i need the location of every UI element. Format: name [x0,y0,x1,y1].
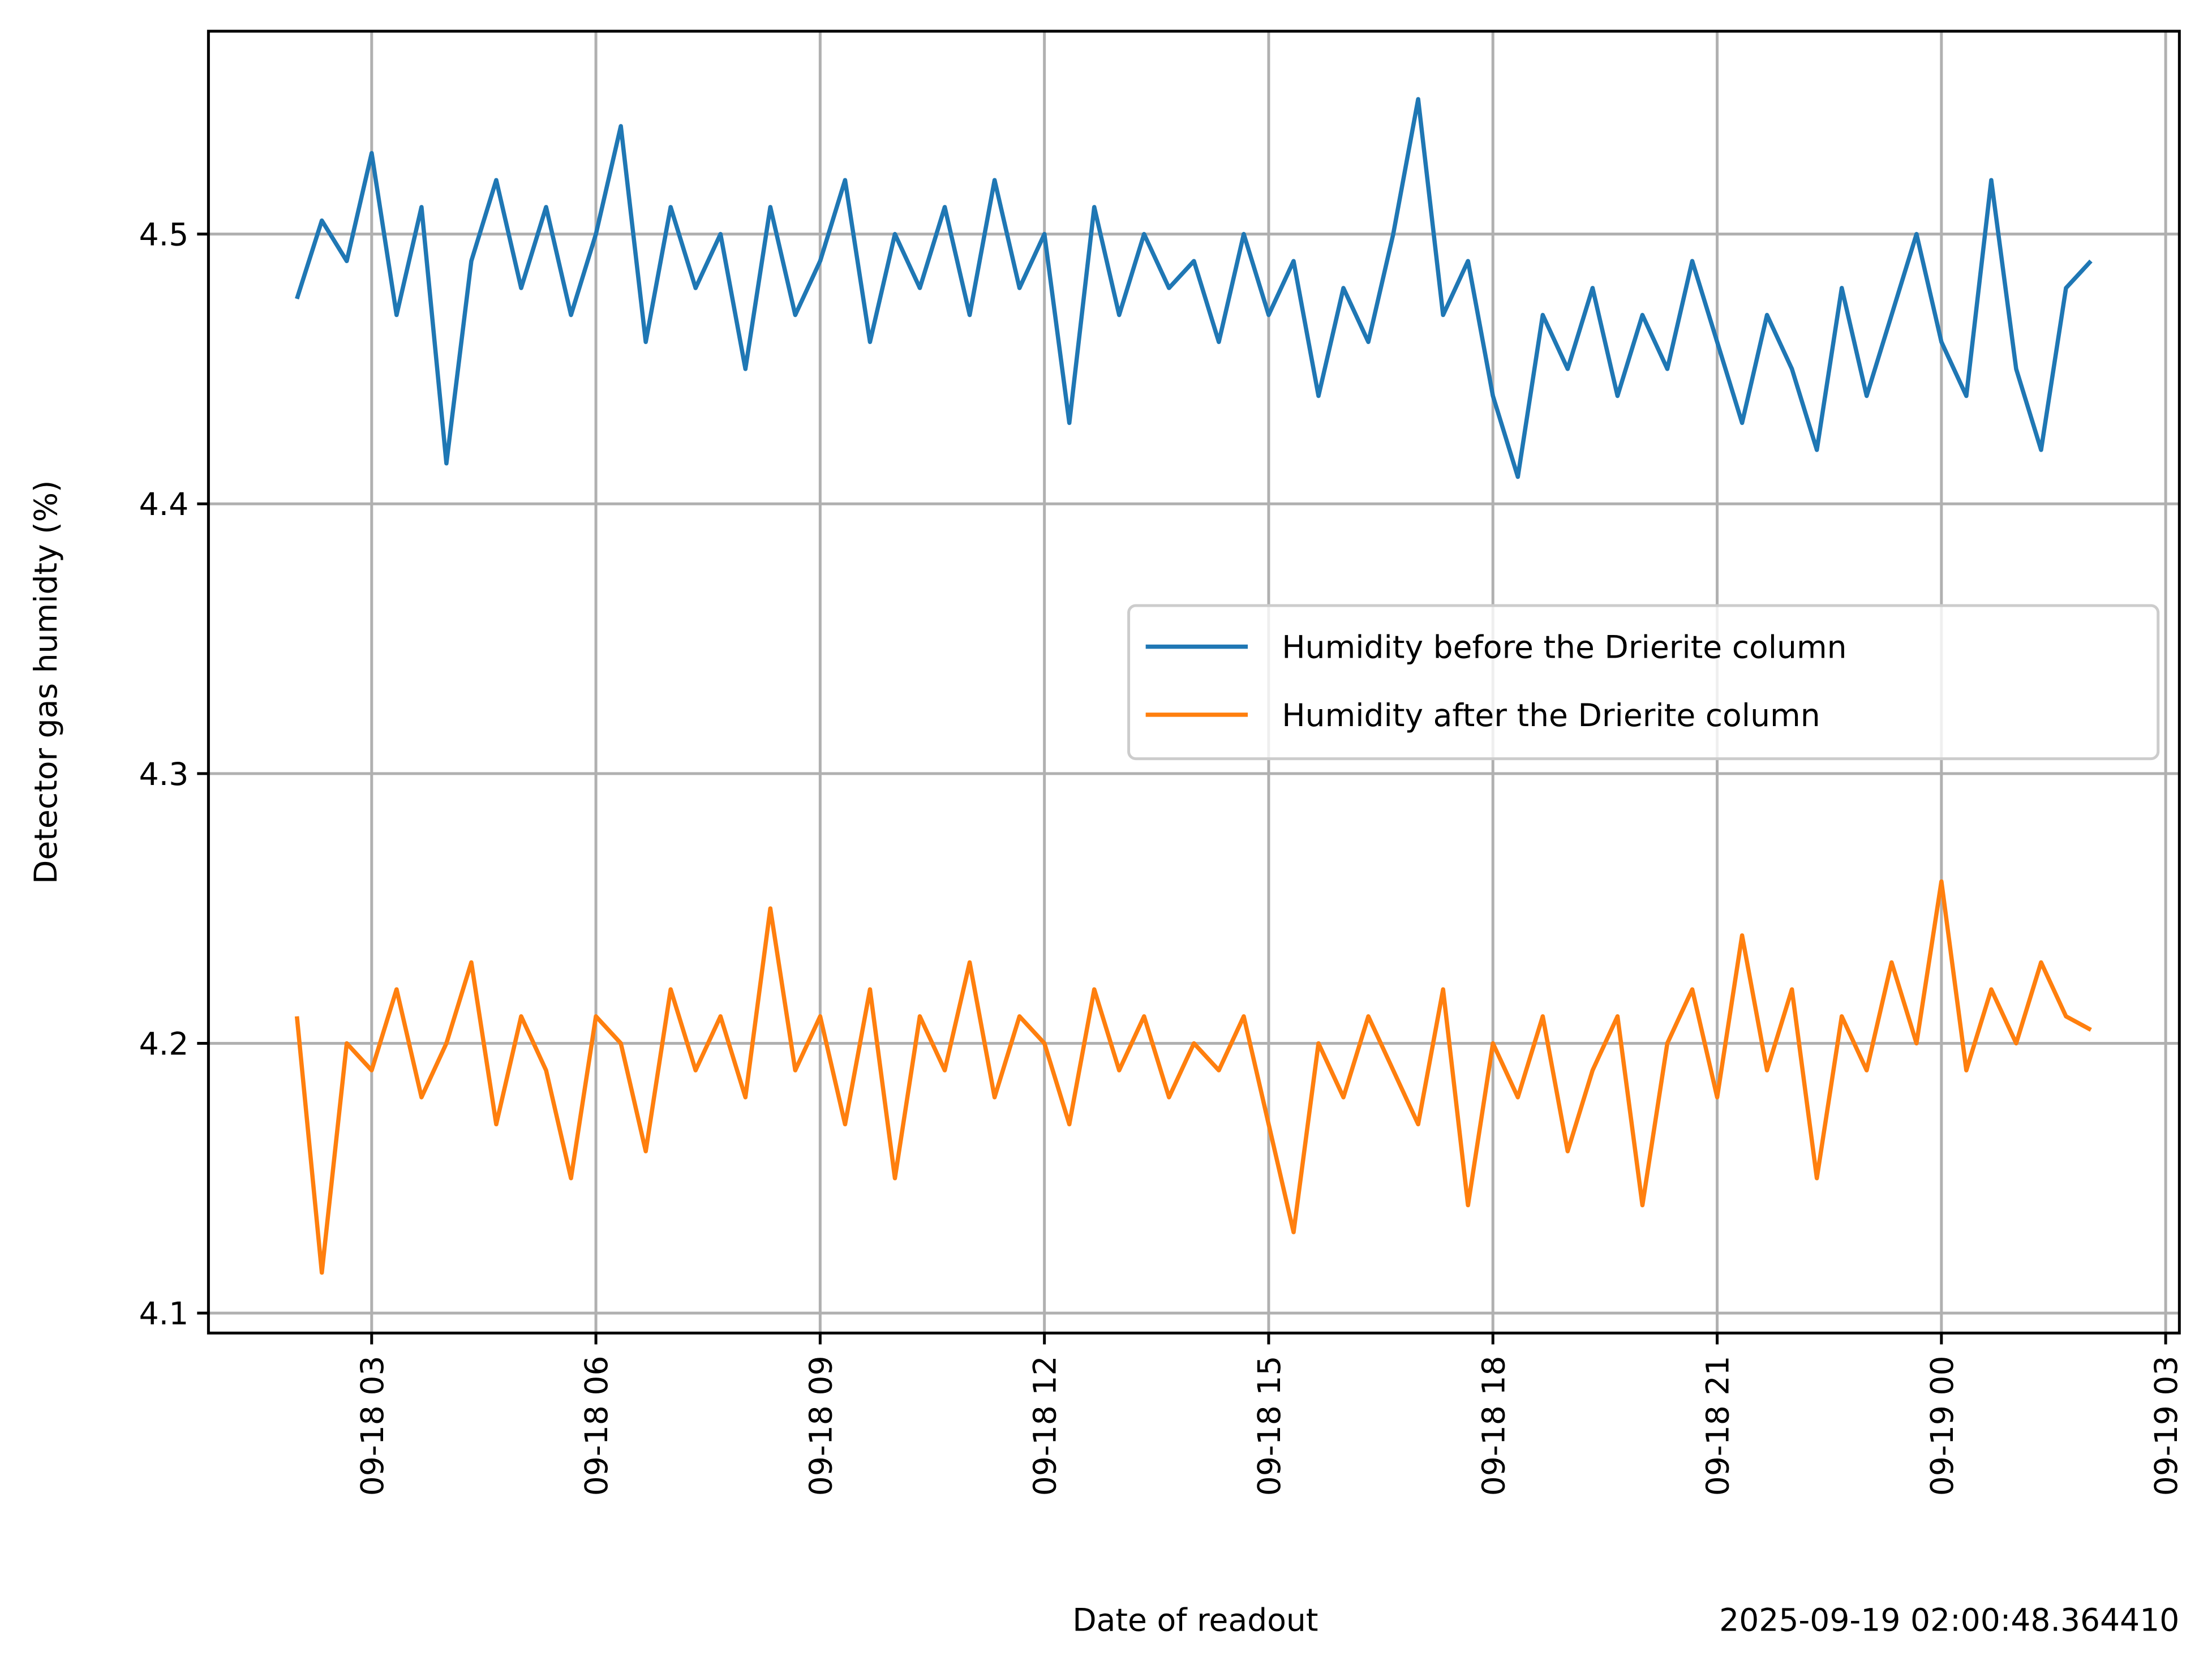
x-tick-label: 09-19 00 [1924,1355,1960,1496]
legend-label: Humidity before the Drierite column [1282,629,1846,666]
y-tick-label: 4.3 [139,756,189,792]
plot-frame [207,29,2181,1335]
y-tick-label: 4.5 [139,217,189,253]
data-line [295,97,2093,479]
y-axis-label: Detector gas humidty (%) [28,480,64,884]
x-tick-label: 09-18 06 [578,1355,615,1496]
y-tick-label: 4.1 [139,1295,189,1332]
legend-label: Humidity after the Drierite column [1282,697,1820,733]
y-tick-label: 4.4 [139,486,189,522]
x-tick-label: 09-19 03 [2148,1355,2184,1496]
data-line [294,879,2092,1275]
x-tick-label: 09-18 15 [1251,1355,1287,1496]
legend: Humidity before the Drierite column Humid… [1127,604,2160,761]
x-axis-label: Date of readout [1072,1602,1318,1638]
x-tick-label: 09-18 09 [802,1355,839,1496]
y-tick-label: 4.2 [139,1026,189,1062]
annotation: 2025-09-19 02:00:48.364410 [1719,1602,2179,1638]
x-tick-label: 09-18 03 [354,1355,390,1496]
x-tick-label: 09-18 12 [1027,1355,1063,1496]
legend-box [1127,604,2160,761]
x-tick-label: 09-18 18 [1475,1355,1511,1496]
x-tick-label: 09-18 21 [1700,1355,1736,1496]
